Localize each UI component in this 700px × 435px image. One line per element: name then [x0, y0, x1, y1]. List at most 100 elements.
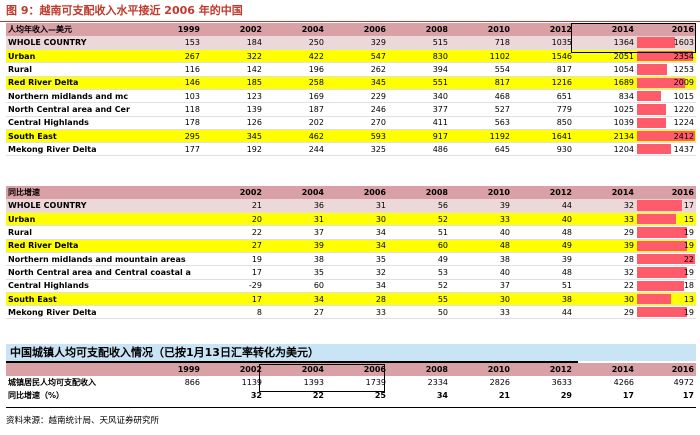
cell-value: 2412	[673, 131, 694, 141]
cell-value: 38	[512, 292, 574, 307]
cell-value: 4972	[673, 378, 694, 387]
cell-value: 39	[450, 199, 512, 214]
cell-value: 29	[560, 391, 572, 400]
bar-cell: 22	[636, 252, 696, 267]
empty-cell	[6, 363, 140, 376]
bar-cell: 18	[636, 279, 696, 293]
row-label: Rural	[6, 225, 202, 240]
cell-value: 60	[264, 279, 326, 293]
cell-value: 30	[574, 292, 636, 307]
cell-value: 850	[512, 116, 574, 130]
header-label: 人均年收入—美元	[6, 23, 140, 37]
year-header: 2012	[512, 23, 574, 37]
cell-value: 48	[512, 265, 574, 280]
cell-value: 196	[264, 62, 326, 77]
china-income-row: 城镇居民人均可支配收入 866 1139 1393 1739 2334 2826 3633 42…	[6, 376, 696, 389]
table-row: Urban 267 322 422 547 830 1102 1546 2051 2354	[6, 49, 696, 64]
table-row: WHOLE COUNTRY 153 184 250 329 515 718 1035 1364 1…	[6, 36, 696, 51]
year-header: 2010	[450, 186, 512, 200]
cell-value: 1220	[673, 104, 694, 114]
year-header: 2008	[388, 363, 450, 376]
bar-cell: 2412	[636, 129, 696, 144]
table-row: South East 17 34 28 55 30 38 30 13	[6, 292, 696, 307]
table-row: Rural 22 37 34 51 40 48 29 19	[6, 225, 696, 240]
cell-value: 139	[202, 102, 264, 117]
row-label: North Central area and Cer	[6, 102, 140, 117]
cell-value: 48	[450, 239, 512, 253]
cell-value: 1139	[241, 378, 262, 387]
bar-cell: 19	[636, 265, 696, 280]
china-title-underline	[6, 361, 578, 363]
cell-value: 563	[450, 116, 512, 130]
footer-divider	[6, 407, 696, 408]
cell-value: 17	[202, 292, 264, 307]
row-label: Red River Delta	[6, 76, 140, 90]
cell-value: 422	[264, 49, 326, 64]
table-row: Northern midlands and mc 103 123 169 229 340 4…	[6, 89, 696, 104]
cell-value: 645	[450, 142, 512, 157]
data-bar	[637, 104, 667, 115]
cell-value: 817	[450, 76, 512, 90]
year-header: 2004	[264, 186, 326, 200]
cell-value: 48	[512, 225, 574, 240]
cell-value: 56	[388, 199, 450, 214]
row-label: WHOLE COUNTRY	[6, 36, 140, 51]
cell-value: 142	[202, 62, 264, 77]
cell-value: 17	[202, 265, 264, 280]
cell-value: 527	[450, 102, 512, 117]
year-header: 2004	[264, 23, 326, 37]
cell-value: 29	[574, 305, 636, 320]
cell-value: 20	[202, 212, 264, 227]
cell-value: 1025	[574, 102, 636, 117]
bar-cell: 19	[636, 225, 696, 240]
cell-value: 1253	[673, 65, 694, 75]
data-bar	[637, 77, 685, 88]
year-header: 2004	[264, 363, 326, 376]
cell-value: 322	[202, 49, 264, 64]
row-label: Rural	[6, 62, 140, 77]
cell-value: 34	[326, 225, 388, 240]
cell-value: 2051	[574, 49, 636, 64]
cell-value: 250	[264, 36, 326, 51]
cell-value: 30	[326, 212, 388, 227]
data-bar	[637, 51, 694, 62]
year-header: 2006	[326, 363, 388, 376]
cell-value: 27	[202, 239, 264, 253]
cell-value: 60	[388, 239, 450, 253]
cell-value: 2826	[489, 378, 510, 387]
cell-value: 34	[436, 391, 448, 400]
cell-value: -29	[202, 279, 264, 293]
cell-value: 22	[683, 254, 694, 264]
bar-cell: 15	[636, 212, 696, 227]
cell-value: 1015	[673, 91, 694, 101]
row-label: WHOLE COUNTRY	[6, 199, 202, 214]
china-growth-row: 同比增速（%） 32 22 25 34 21 29 17 17	[6, 389, 696, 402]
cell-value: 38	[264, 252, 326, 267]
cell-value: 1204	[574, 142, 636, 157]
cell-value: 37	[264, 225, 326, 240]
table-row: South East 295 345 462 593 917 1192 1641 2134 241…	[6, 129, 696, 144]
title-divider	[0, 21, 700, 22]
cell-value: 51	[388, 225, 450, 240]
bar-cell: 13	[636, 292, 696, 307]
cell-value: 651	[512, 89, 574, 104]
cell-value: 28	[326, 292, 388, 307]
cell-value: 103	[140, 89, 202, 104]
table-row: North Central area and Central coastal a…	[6, 265, 696, 280]
data-bar	[637, 37, 676, 49]
cell-value: 1039	[574, 116, 636, 130]
table-row: Mekong River Delta 177 192 244 325 486 645 930 1…	[6, 142, 696, 157]
row-label: South East	[6, 129, 140, 144]
table-row: Red River Delta 146 185 258 345 551 817 1216 168…	[6, 76, 696, 90]
bar-cell: 1603	[636, 36, 696, 51]
cell-value: 8	[202, 305, 264, 320]
china-income-table: 1999 2002 2004 2006 2008 2010 2012 2014 2016 城镇居民…	[6, 363, 696, 402]
cell-value: 2354	[673, 51, 694, 61]
table-row: Mekong River Delta 8 27 33 50 33 44 29 19	[6, 305, 696, 320]
cell-value: 29	[574, 225, 636, 240]
cell-value: 38	[450, 252, 512, 267]
cell-value: 515	[388, 36, 450, 51]
cell-value: 866	[184, 378, 200, 387]
cell-value: 178	[140, 116, 202, 130]
year-header: 2002	[202, 363, 264, 376]
